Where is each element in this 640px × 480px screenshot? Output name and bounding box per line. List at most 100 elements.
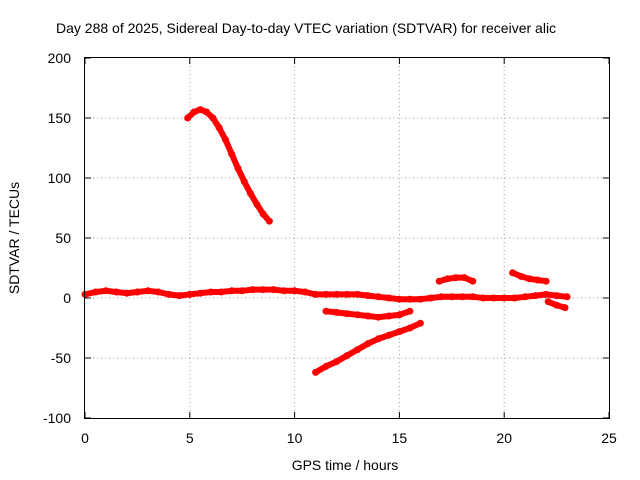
data-point: [259, 286, 267, 294]
data-point: [563, 293, 571, 301]
y-tick-label: 200: [48, 50, 72, 66]
data-point: [521, 293, 529, 301]
data-point: [175, 292, 183, 300]
data-point: [186, 290, 194, 298]
data-point: [395, 295, 403, 303]
data-point: [228, 150, 236, 158]
grid-layer: [85, 58, 609, 418]
data-point: [511, 294, 519, 302]
data-point: [525, 275, 533, 283]
y-tick-label: -100: [43, 410, 71, 426]
data-point: [291, 287, 299, 295]
data-point: [312, 368, 320, 376]
data-point: [460, 274, 468, 282]
data-point: [265, 217, 273, 225]
x-tick-label: 10: [287, 430, 303, 446]
x-tick-label: 20: [496, 430, 512, 446]
data-point: [364, 292, 372, 300]
data-point: [253, 200, 261, 208]
x-tick-label: 5: [186, 430, 194, 446]
data-point: [542, 277, 550, 285]
data-point: [509, 269, 517, 277]
data-point: [333, 308, 340, 316]
data-point: [374, 313, 382, 321]
data-point: [234, 164, 242, 172]
x-axis-title: GPS time / hours: [292, 457, 399, 473]
data-point: [354, 290, 361, 298]
data-point: [249, 286, 257, 294]
data-point: [165, 290, 173, 298]
data-point: [207, 288, 215, 296]
data-point: [395, 311, 403, 319]
data-point: [270, 286, 278, 294]
data-point: [343, 352, 351, 360]
data-point: [427, 294, 435, 302]
data-point: [561, 304, 569, 312]
data-point: [238, 287, 246, 295]
plot-frame: [84, 57, 610, 419]
data-point: [228, 287, 236, 295]
data-point: [479, 294, 487, 302]
data-point: [247, 190, 255, 198]
x-tick-label: 25: [601, 430, 617, 446]
data-point: [154, 288, 162, 296]
data-point: [322, 307, 330, 315]
data-point: [435, 277, 443, 285]
data-point: [184, 114, 192, 122]
data-point: [452, 274, 460, 282]
x-tick-label: 0: [81, 430, 89, 446]
data-point: [196, 289, 204, 297]
y-axis-title: SDTVAR / TECUs: [6, 182, 22, 294]
data-point: [133, 288, 141, 296]
data-point: [280, 287, 288, 295]
data-point: [322, 362, 330, 370]
data-point: [215, 124, 223, 132]
data-point: [374, 293, 382, 301]
data-point: [354, 311, 361, 319]
data-point: [448, 293, 456, 301]
data-point: [544, 298, 552, 306]
data-point: [406, 324, 414, 332]
y-tick-label: 150: [48, 110, 72, 126]
data-point: [259, 210, 267, 218]
data-point: [301, 288, 309, 296]
data-point: [374, 335, 382, 343]
y-tick-label: 50: [55, 230, 71, 246]
data-point: [458, 293, 466, 301]
data-point: [517, 272, 525, 280]
data-point: [240, 178, 248, 186]
data-point: [416, 319, 424, 327]
data-point: [333, 290, 340, 298]
series-line-3: [312, 320, 424, 376]
y-tick-label: -50: [51, 350, 71, 366]
data-point: [500, 294, 508, 302]
data-point: [437, 293, 445, 301]
data-point: [343, 310, 351, 318]
data-point: [354, 346, 361, 354]
data-point: [144, 287, 152, 295]
data-point: [203, 108, 211, 116]
data-point: [123, 289, 131, 297]
data-point: [534, 276, 542, 284]
data-point: [102, 287, 110, 295]
data-point: [92, 288, 99, 296]
data-point: [209, 114, 217, 122]
data-point: [532, 292, 540, 300]
data-point: [333, 358, 340, 366]
data-point: [217, 288, 225, 296]
data-point: [190, 108, 198, 116]
chart-title: Day 288 of 2025, Sidereal Day-to-day VTE…: [56, 20, 556, 36]
y-tick-label: 0: [63, 290, 71, 306]
data-point: [385, 331, 393, 339]
data-point: [112, 288, 120, 296]
data-point: [553, 292, 561, 300]
data-point: [221, 136, 229, 144]
data-point: [343, 290, 351, 298]
data-point: [416, 295, 424, 303]
tick-label-layer: 0 5 10 15 20 25 -100 -50 0 50 100 150 200: [43, 50, 617, 446]
data-point: [385, 294, 393, 302]
data-point: [444, 275, 452, 283]
data-point: [469, 277, 477, 285]
data-point: [490, 294, 498, 302]
